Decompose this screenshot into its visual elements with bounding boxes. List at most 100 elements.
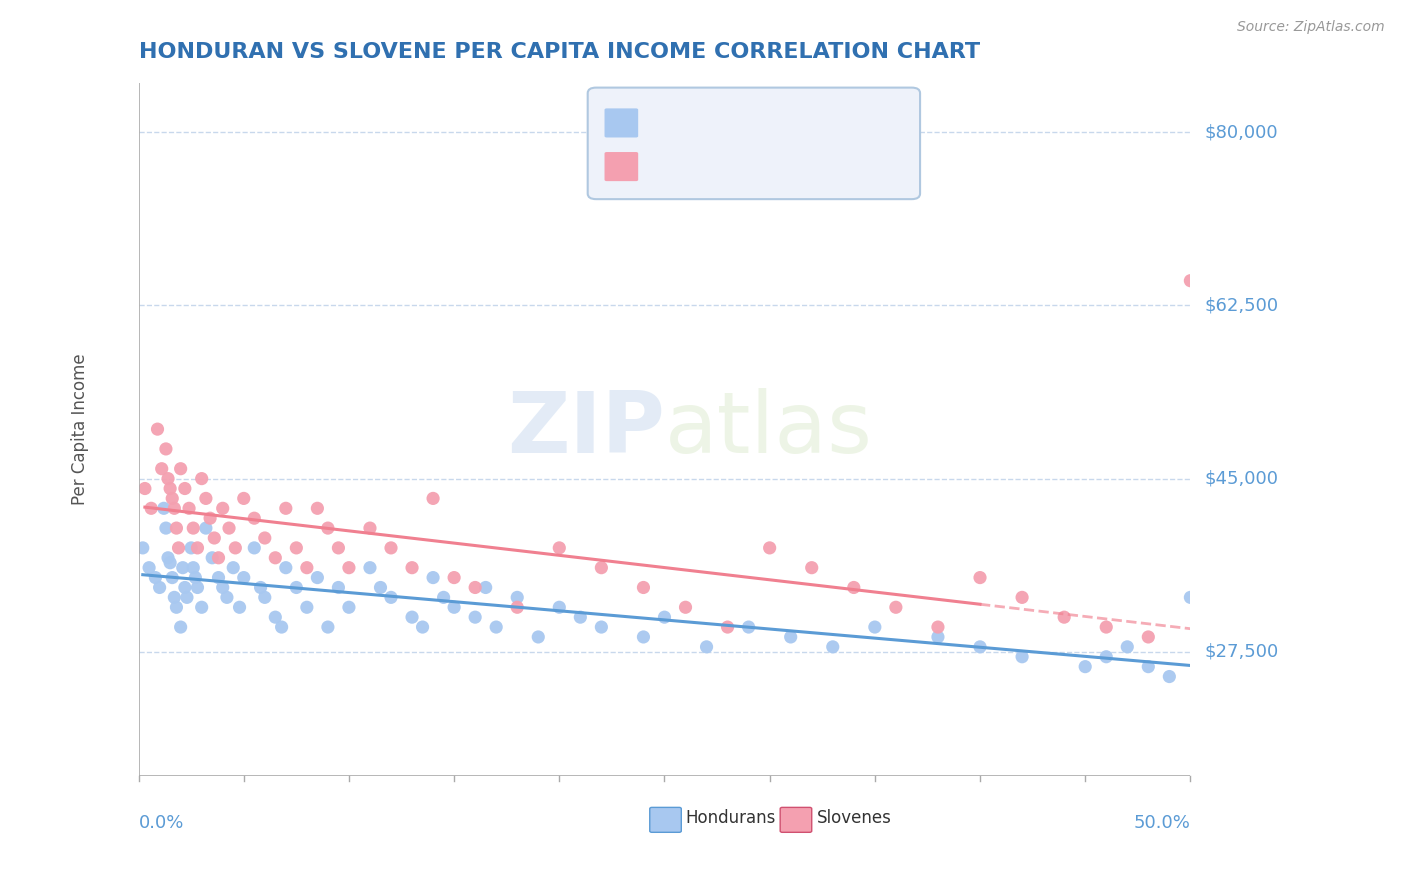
Text: $80,000: $80,000	[1205, 123, 1278, 141]
Point	[153, 501, 176, 516]
Point	[181, 560, 204, 574]
Text: ZIP: ZIP	[506, 388, 665, 471]
Point	[758, 541, 780, 555]
Point	[232, 571, 254, 585]
Point	[160, 571, 183, 585]
Point	[779, 630, 801, 644]
Text: 50.0%: 50.0%	[1133, 814, 1191, 832]
Point	[157, 472, 180, 486]
Point	[591, 620, 613, 634]
Point	[316, 620, 339, 634]
Point	[1263, 649, 1285, 664]
Point	[232, 491, 254, 506]
Point	[1180, 591, 1202, 605]
Point	[150, 461, 173, 475]
Point	[443, 600, 465, 615]
Point	[675, 600, 697, 615]
Text: Slovenes: Slovenes	[817, 809, 891, 828]
Point	[180, 541, 202, 555]
Point	[1074, 659, 1097, 673]
Point	[328, 541, 350, 555]
Point	[173, 581, 195, 595]
Point	[328, 581, 350, 595]
Point	[506, 600, 529, 615]
FancyBboxPatch shape	[605, 109, 638, 137]
Point	[243, 541, 266, 555]
Point	[1180, 274, 1202, 288]
Point	[842, 581, 865, 595]
Point	[138, 560, 160, 574]
Point	[696, 640, 718, 654]
Point	[134, 482, 156, 496]
Point	[264, 610, 287, 624]
Point	[186, 541, 208, 555]
Point	[157, 550, 180, 565]
Point	[800, 560, 823, 574]
Text: $62,500: $62,500	[1205, 296, 1278, 315]
Point	[316, 521, 339, 535]
Point	[863, 620, 886, 634]
Point	[548, 541, 571, 555]
Point	[207, 550, 229, 565]
Point	[370, 581, 392, 595]
Point	[969, 571, 991, 585]
Point	[264, 550, 287, 565]
Point	[159, 482, 181, 496]
Point	[359, 560, 381, 574]
Text: Source: ZipAtlas.com: Source: ZipAtlas.com	[1237, 20, 1385, 34]
Point	[1159, 669, 1181, 683]
Point	[285, 541, 308, 555]
Point	[927, 630, 949, 644]
Point	[145, 571, 167, 585]
Point	[132, 541, 155, 555]
Point	[159, 556, 181, 570]
Point	[243, 511, 266, 525]
Point	[190, 472, 212, 486]
Point	[295, 560, 318, 574]
Point	[169, 461, 191, 475]
Point	[1137, 659, 1160, 673]
Point	[194, 521, 217, 535]
Point	[337, 600, 360, 615]
Point	[173, 482, 195, 496]
Point	[548, 600, 571, 615]
Point	[591, 560, 613, 574]
Point	[927, 620, 949, 634]
Point	[176, 591, 198, 605]
Point	[1347, 669, 1369, 683]
Point	[211, 581, 233, 595]
Point	[1201, 640, 1223, 654]
Point	[194, 491, 217, 506]
Point	[1222, 640, 1244, 654]
Point	[506, 591, 529, 605]
Point	[190, 600, 212, 615]
Text: Hondurans: Hondurans	[686, 809, 776, 828]
Point	[422, 571, 444, 585]
Point	[654, 610, 676, 624]
Point	[359, 521, 381, 535]
Point	[253, 531, 276, 545]
Point	[215, 591, 238, 605]
Point	[163, 501, 186, 516]
Point	[1011, 649, 1033, 664]
Point	[155, 442, 177, 456]
Point	[569, 610, 592, 624]
Point	[1011, 591, 1033, 605]
Point	[380, 591, 402, 605]
Point	[821, 640, 844, 654]
Point	[146, 422, 169, 436]
Point	[433, 591, 456, 605]
Point	[884, 600, 907, 615]
Point	[167, 541, 190, 555]
Text: $45,000: $45,000	[1205, 469, 1278, 488]
Point	[401, 610, 423, 624]
FancyBboxPatch shape	[650, 807, 682, 832]
Point	[163, 591, 186, 605]
Point	[228, 600, 250, 615]
Point	[155, 521, 177, 535]
Text: N = 75: N = 75	[780, 114, 848, 132]
Point	[633, 630, 655, 644]
Point	[1095, 620, 1118, 634]
Text: HONDURAN VS SLOVENE PER CAPITA INCOME CORRELATION CHART: HONDURAN VS SLOVENE PER CAPITA INCOME CO…	[139, 42, 980, 62]
Point	[184, 571, 207, 585]
